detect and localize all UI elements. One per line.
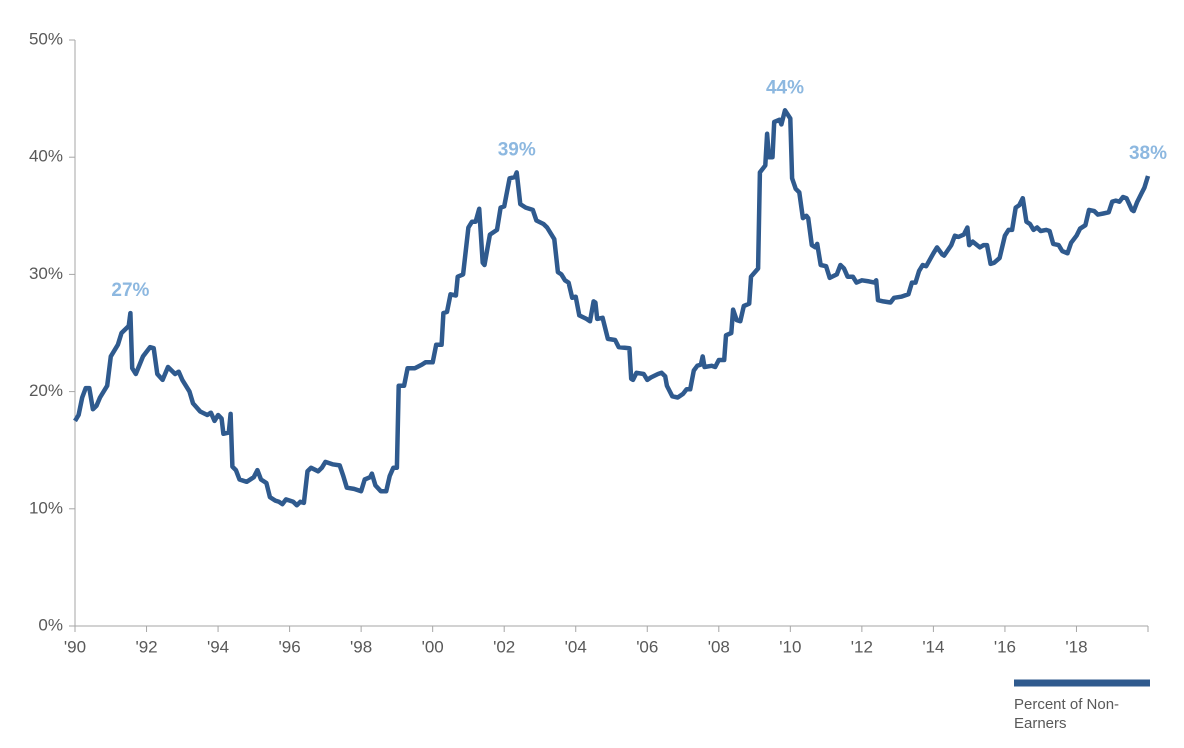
x-tick-label: '98 (350, 637, 372, 656)
data-line (73, 108, 1151, 508)
x-tick-label: '92 (135, 637, 157, 656)
x-tick-label: '90 (64, 637, 86, 656)
x-tick-label: '02 (493, 637, 515, 656)
x-tick-label: '04 (565, 637, 587, 656)
x-tick-label: '14 (922, 637, 944, 656)
x-tick-label: '10 (779, 637, 801, 656)
x-tick-label: '06 (636, 637, 658, 656)
x-tick-label: '94 (207, 637, 229, 656)
y-tick-label: 20% (29, 381, 63, 400)
x-tick-label: '00 (422, 637, 444, 656)
y-tick-label: 30% (29, 264, 63, 283)
y-tick-label: 0% (38, 615, 63, 634)
x-tick-label: '16 (994, 637, 1016, 656)
y-tick-label: 40% (29, 147, 63, 166)
annotation: 38% (1129, 143, 1167, 164)
x-tick-label: '96 (279, 637, 301, 656)
annotation: 27% (111, 280, 149, 301)
x-tick-label: '18 (1065, 637, 1087, 656)
annotation: 39% (498, 139, 536, 160)
legend-label: Percent of Non-Earners (1014, 696, 1120, 732)
annotation: 44% (766, 77, 804, 98)
x-tick-label: '12 (851, 637, 873, 656)
y-tick-label: 50% (29, 29, 63, 48)
y-tick-label: 10% (29, 498, 63, 517)
x-tick-label: '08 (708, 637, 730, 656)
